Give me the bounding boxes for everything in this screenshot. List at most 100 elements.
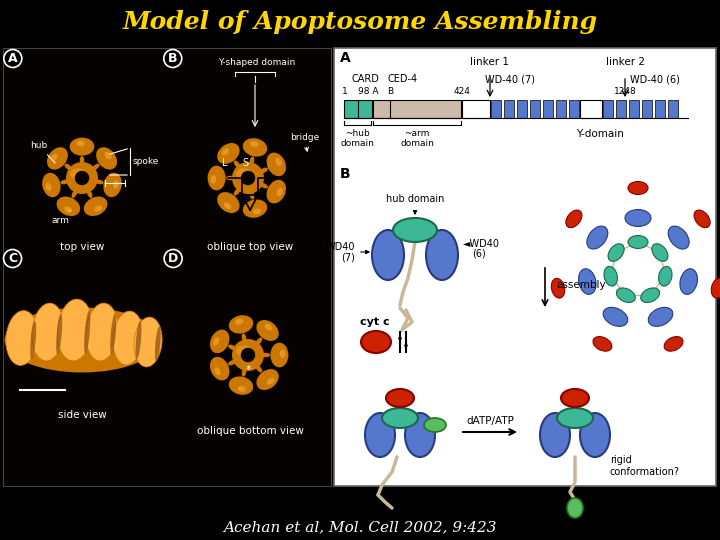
Ellipse shape: [249, 157, 254, 166]
Text: Acehan et al, Mol. Cell 2002, 9:423: Acehan et al, Mol. Cell 2002, 9:423: [223, 520, 497, 534]
FancyBboxPatch shape: [580, 100, 602, 118]
Text: oblique bottom view: oblique bottom view: [197, 426, 303, 436]
Ellipse shape: [694, 210, 710, 228]
Text: B: B: [387, 87, 393, 96]
Ellipse shape: [84, 197, 107, 216]
Text: B: B: [340, 167, 351, 181]
Ellipse shape: [259, 183, 268, 188]
Ellipse shape: [215, 367, 220, 375]
Ellipse shape: [242, 368, 246, 376]
Ellipse shape: [361, 331, 391, 353]
Ellipse shape: [86, 303, 118, 361]
FancyBboxPatch shape: [556, 100, 566, 118]
Ellipse shape: [228, 345, 237, 350]
Text: C: C: [8, 252, 17, 265]
Ellipse shape: [243, 138, 267, 157]
Ellipse shape: [71, 190, 77, 198]
Text: *: *: [246, 365, 251, 375]
Text: ~hub
domain: ~hub domain: [340, 129, 374, 149]
Ellipse shape: [405, 413, 435, 457]
Circle shape: [240, 348, 255, 362]
Text: (7): (7): [341, 252, 355, 262]
Text: ◄WD40: ◄WD40: [463, 239, 500, 249]
Text: ~arm
domain: ~arm domain: [400, 129, 434, 149]
Text: oblique top view: oblique top view: [207, 242, 293, 252]
Text: S: S: [242, 158, 248, 168]
Ellipse shape: [580, 413, 610, 457]
Ellipse shape: [94, 205, 102, 212]
Ellipse shape: [110, 314, 116, 354]
Ellipse shape: [603, 307, 628, 326]
Ellipse shape: [372, 230, 404, 280]
Ellipse shape: [557, 408, 593, 428]
Text: 1: 1: [342, 87, 348, 96]
Ellipse shape: [210, 357, 230, 380]
Ellipse shape: [664, 336, 683, 351]
Ellipse shape: [210, 175, 216, 184]
Circle shape: [75, 171, 89, 185]
Ellipse shape: [593, 336, 612, 351]
Ellipse shape: [608, 244, 624, 261]
Ellipse shape: [249, 191, 254, 200]
Ellipse shape: [70, 138, 94, 156]
Text: 424: 424: [454, 87, 470, 96]
Ellipse shape: [256, 369, 279, 390]
Ellipse shape: [58, 299, 93, 361]
Text: 1248: 1248: [613, 87, 636, 96]
Ellipse shape: [276, 188, 283, 196]
Ellipse shape: [226, 176, 235, 180]
Ellipse shape: [135, 321, 142, 359]
Ellipse shape: [616, 288, 635, 302]
FancyBboxPatch shape: [334, 48, 716, 486]
Text: A: A: [340, 51, 351, 65]
Text: WD-40 (7): WD-40 (7): [485, 74, 535, 84]
Ellipse shape: [648, 307, 673, 326]
Ellipse shape: [47, 147, 68, 170]
FancyBboxPatch shape: [504, 100, 514, 118]
Ellipse shape: [4, 307, 160, 373]
Text: WD40: WD40: [325, 242, 355, 252]
Text: L: L: [222, 158, 228, 168]
Ellipse shape: [56, 314, 62, 354]
FancyBboxPatch shape: [517, 100, 527, 118]
Ellipse shape: [42, 173, 60, 197]
FancyBboxPatch shape: [462, 100, 490, 118]
Ellipse shape: [256, 320, 279, 341]
Ellipse shape: [628, 235, 648, 248]
Text: linker 2: linker 2: [606, 57, 644, 67]
FancyBboxPatch shape: [344, 100, 372, 118]
Ellipse shape: [60, 179, 70, 184]
Ellipse shape: [393, 218, 437, 242]
FancyBboxPatch shape: [616, 100, 626, 118]
Ellipse shape: [30, 321, 36, 359]
Ellipse shape: [76, 140, 85, 146]
Ellipse shape: [70, 168, 86, 180]
Text: side view: side view: [58, 410, 107, 420]
FancyBboxPatch shape: [543, 100, 553, 118]
Ellipse shape: [426, 230, 458, 280]
Ellipse shape: [641, 288, 660, 302]
Text: arm: arm: [52, 210, 70, 225]
Text: CED-4: CED-4: [388, 74, 418, 84]
Ellipse shape: [229, 376, 253, 395]
Circle shape: [232, 162, 264, 194]
Ellipse shape: [652, 244, 668, 261]
Ellipse shape: [64, 206, 72, 213]
Ellipse shape: [238, 386, 246, 392]
Text: B: B: [168, 52, 178, 65]
Ellipse shape: [279, 349, 285, 358]
Ellipse shape: [365, 413, 395, 457]
Text: Y-shaped domain: Y-shaped domain: [218, 58, 296, 67]
Ellipse shape: [80, 156, 84, 165]
Ellipse shape: [236, 346, 252, 356]
Ellipse shape: [32, 303, 64, 361]
Ellipse shape: [84, 310, 91, 354]
Text: Model of Apoptosome Assembling: Model of Apoptosome Assembling: [122, 10, 598, 34]
Ellipse shape: [266, 153, 286, 176]
FancyBboxPatch shape: [655, 100, 665, 118]
Text: spoke: spoke: [133, 157, 159, 165]
Ellipse shape: [104, 173, 122, 197]
Ellipse shape: [217, 192, 240, 213]
Ellipse shape: [259, 167, 268, 173]
Ellipse shape: [217, 143, 240, 164]
